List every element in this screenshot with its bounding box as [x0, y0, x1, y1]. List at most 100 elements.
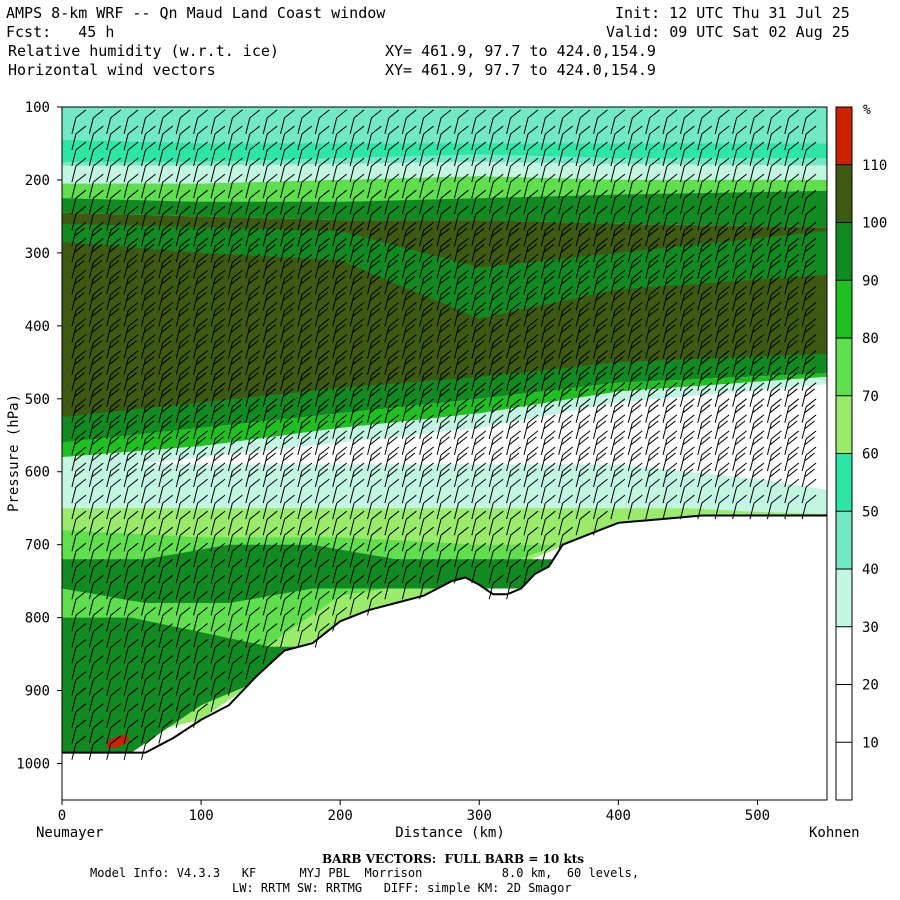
wind-barb-column: [471, 109, 487, 584]
terrain-line: [62, 514, 827, 754]
colorbar-label: 80: [862, 331, 879, 347]
wind-barb-column: [123, 109, 139, 760]
y-tick-label: 800: [25, 611, 50, 627]
y-tick-label: 100: [25, 100, 50, 116]
wind-barb-column: [766, 109, 782, 520]
y-tick-label: 300: [25, 246, 50, 262]
y-tick-label: 600: [25, 465, 50, 481]
y-tick-label: 700: [25, 538, 50, 554]
colorbar-swatch: [836, 742, 852, 800]
x-tick-label: 0: [58, 808, 66, 824]
xy-1: XY= 461.9, 97.7 to 424.0,154.9: [385, 42, 656, 60]
field-2-label: Horizontal wind vectors: [8, 61, 216, 79]
wind-barb-column: [801, 109, 817, 520]
wind-barb-column: [71, 109, 87, 760]
colorbar-swatch: [836, 684, 852, 743]
x-tick-label: 400: [606, 808, 631, 824]
colorbar-label: 110: [862, 158, 887, 174]
rh-upper-stripe: [62, 139, 827, 162]
y-axis-label: Pressure (hPa): [6, 394, 22, 512]
wind-barb-column: [210, 109, 226, 712]
y-tick-label: 200: [25, 173, 50, 189]
wind-barb-column: [575, 109, 591, 536]
colorbar-label: 60: [862, 447, 879, 463]
x-tick-label: 200: [328, 808, 353, 824]
wind-barb-column: [297, 109, 313, 648]
colorbar-swatch: [836, 395, 852, 454]
x-left-station-label: Neumayer: [36, 825, 103, 841]
wind-barb-column: [488, 109, 504, 600]
colorbar-label: 30: [862, 620, 879, 636]
init-time: Init: 12 UTC Thu 31 Jul 25: [615, 4, 850, 22]
x-tick-label: 300: [467, 808, 492, 824]
colorbar-swatch: [836, 280, 852, 338]
wind-barb-column: [193, 109, 208, 728]
colorbar-swatch: [836, 107, 852, 165]
valid-time: Valid: 09 UTC Sat 02 Aug 25: [606, 23, 850, 41]
rh-plateau-light: [62, 464, 827, 514]
colorbar-swatch: [836, 569, 852, 627]
wind-barb-column: [610, 109, 626, 520]
colorbar-label: 90: [862, 273, 879, 289]
model-title: AMPS 8-km WRF -- Qn Maud Land Coast wind…: [6, 4, 386, 22]
plot-frame: [61, 106, 828, 801]
wind-barb-column: [367, 109, 382, 616]
wind-barb-column: [314, 109, 330, 648]
wind-barb-column: [349, 109, 365, 616]
wind-barb-column: [714, 109, 730, 520]
colorbar-swatch: [836, 338, 852, 396]
rh-moist-pocket: [62, 223, 827, 319]
wind-barb-column: [679, 109, 695, 520]
colorbar-label: 70: [862, 389, 879, 405]
wind-barb-column: [106, 109, 122, 760]
colorbar-swatch: [836, 626, 852, 685]
wind-barb-column: [523, 109, 539, 584]
wind-barb-column: [332, 109, 348, 632]
wind-barb-column: [245, 109, 261, 680]
wind-barb-column: [280, 109, 295, 648]
x-tick-label: 500: [745, 808, 770, 824]
wind-barb-column: [227, 109, 243, 696]
wind-barb-column: [540, 109, 556, 568]
colorbar-swatch: [836, 511, 852, 569]
wind-barb-column: [697, 109, 713, 520]
colorbar-label: 100: [862, 216, 887, 232]
wind-barb-column: [732, 109, 747, 520]
y-tick-label: 1000: [16, 757, 50, 773]
wind-barb-column: [645, 109, 661, 520]
wind-barb-column: [401, 109, 417, 600]
wind-barb-column: [262, 109, 278, 664]
wind-barb-column: [627, 109, 643, 520]
wind-barb-column: [141, 109, 156, 760]
wind-barb-column: [453, 109, 469, 584]
terrain-fill: [62, 515, 827, 800]
wind-barb-column: [88, 109, 104, 760]
rh-supersaturated-spot: [106, 735, 130, 748]
xy-2: XY= 461.9, 97.7 to 424.0,154.9: [385, 61, 656, 79]
wind-barb-column: [784, 109, 800, 520]
y-tick-label: 400: [25, 319, 50, 335]
wind-barb-column: [593, 109, 608, 536]
colorbar-swatch: [836, 222, 852, 281]
wind-barb-column: [158, 109, 174, 744]
wind-barb-column: [506, 109, 521, 600]
physics-info: LW: RRTM SW: RRTMG DIFF: simple KM: 2D S…: [232, 881, 572, 895]
x-right-station-label: Kohnen: [809, 825, 860, 841]
colorbar-unit: %: [863, 103, 871, 118]
model-info: Model Info: V4.3.3 KF MYJ PBL Morrison 8…: [90, 866, 640, 880]
field-1-label: Relative humidity (w.r.t. ice): [8, 42, 279, 60]
wind-barb-column: [749, 109, 765, 520]
colorbar-swatch: [836, 453, 852, 512]
colorbar-label: 50: [862, 504, 879, 520]
colorbar-label: 40: [862, 562, 879, 578]
rh-upper-darkgreen: [62, 190, 827, 228]
forecast-hour: Fcst: 45 h: [6, 23, 115, 41]
wind-barb-column: [175, 109, 191, 728]
colorbar-swatch: [836, 164, 852, 223]
y-tick-label: 900: [25, 684, 50, 700]
x-axis-label: Distance (km): [395, 825, 505, 841]
barb-note: BARB VECTORS: FULL BARB = 10 kts: [322, 852, 585, 866]
y-tick-label: 500: [25, 392, 50, 408]
wind-barb-column: [384, 109, 400, 600]
